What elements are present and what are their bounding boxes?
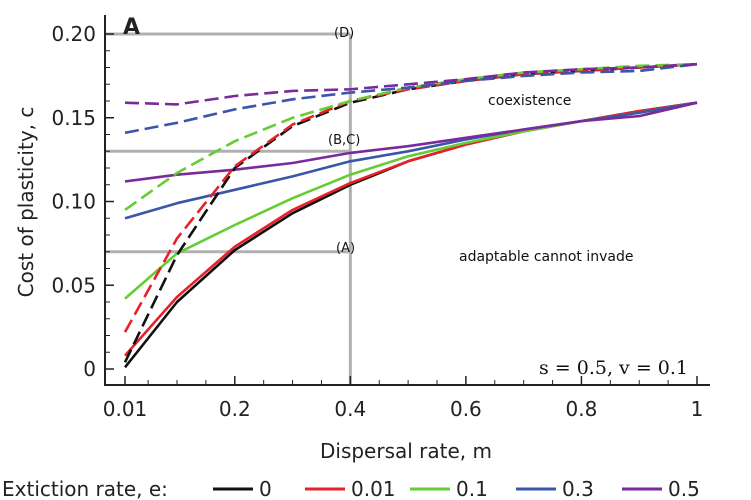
cannot-invade-label: adaptable cannot invade (459, 249, 634, 265)
marker-a-label: (A) (336, 241, 355, 256)
coexistence-label: coexistence (488, 93, 571, 109)
y-tick-label: 0.05 (51, 273, 96, 297)
x-tick-label: 0.8 (566, 397, 598, 421)
x-axis-label: Dispersal rate, m (320, 439, 492, 463)
y-tick-label: 0.15 (51, 106, 96, 130)
marker-d-label: (D) (334, 26, 354, 41)
x-tick-label: 1 (691, 397, 704, 421)
legend-entry-label: 0.01 (351, 477, 396, 500)
series-line-dashed-e-0_01 (123, 62, 698, 333)
series-layer (123, 62, 698, 369)
reference-lines (105, 32, 352, 385)
axes (104, 15, 710, 386)
series-line-solid-e-0_01 (124, 101, 698, 357)
marker-bc-label: (B,C) (328, 133, 360, 148)
y-tick-label: 0.10 (51, 190, 96, 214)
series-line-dashed-e-0_5 (124, 62, 698, 106)
legend-title: Extiction rate, e: (2, 477, 168, 500)
legend-entry-label: 0 (259, 477, 272, 500)
series-line-solid-e-0 (123, 101, 698, 369)
series-line-dashed-e-0 (123, 62, 698, 363)
x-tick-label: 0.4 (334, 397, 366, 421)
series-line-solid-e-0_5 (124, 101, 698, 183)
legend-entry-label: 0.5 (668, 477, 700, 500)
ticks: 0.01 0.2 0.4 0.6 0.8 1 0 0.05 0.10 0.15 0.20 (51, 22, 703, 421)
y-axis-label: Cost of plasticity, c (14, 107, 38, 298)
legend: Extiction rate, e: 0 0.01 0.1 0.3 0.5 (2, 477, 700, 500)
x-tick-label: 0.6 (450, 397, 482, 421)
y-tick-label: 0 (83, 357, 96, 381)
legend-entry-label: 0.1 (456, 477, 488, 500)
parameter-label: s = 0.5, v = 0.1 (539, 357, 688, 379)
y-tick-label: 0.20 (51, 22, 96, 46)
series-line-dashed-e-0_3 (124, 62, 698, 135)
x-tick-label: 0.2 (219, 397, 251, 421)
legend-entry-label: 0.3 (562, 477, 594, 500)
panel-label: A (123, 15, 140, 40)
x-tick-label: 0.01 (103, 397, 148, 421)
